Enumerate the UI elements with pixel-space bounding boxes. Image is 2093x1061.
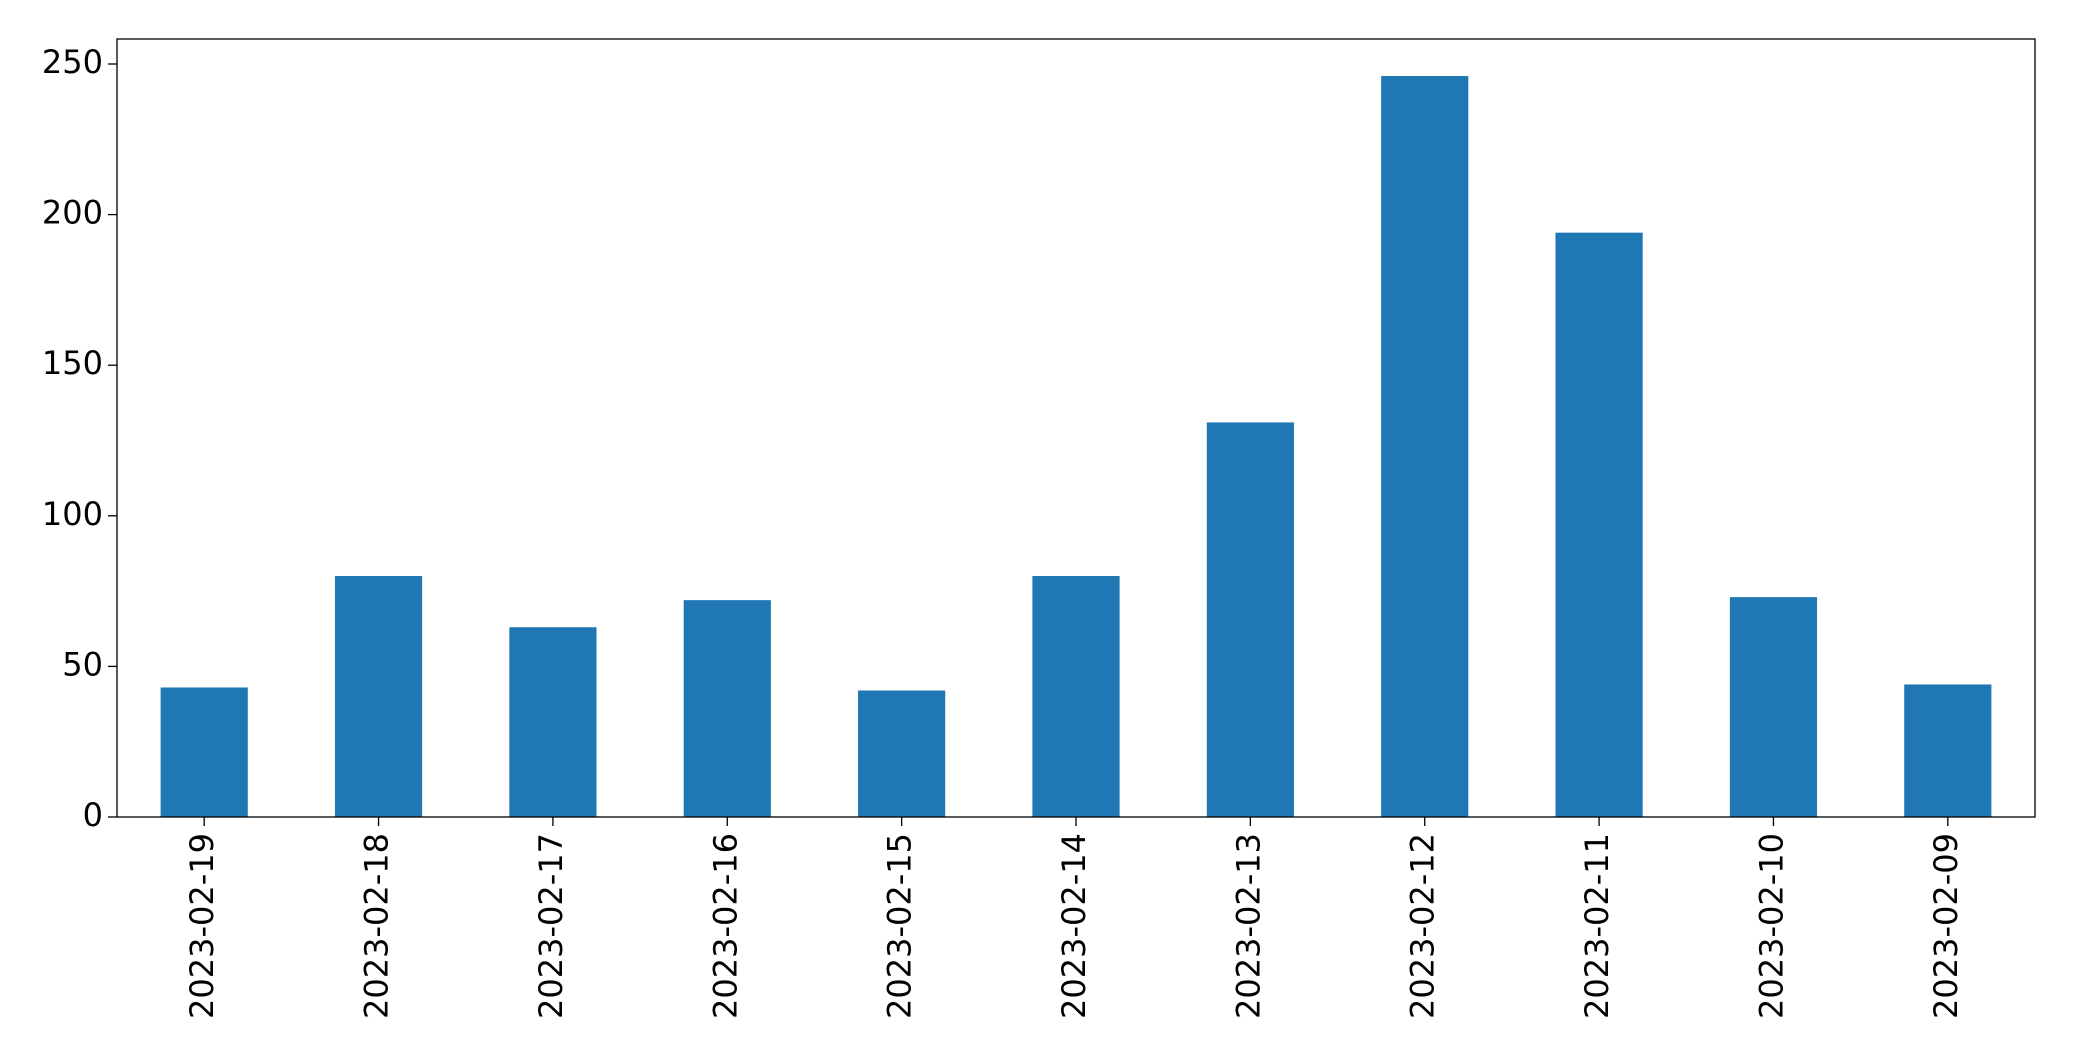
bar (1729, 597, 1818, 817)
y-tick-label: 150 (42, 344, 103, 382)
x-tick-label: 2023-02-15 (881, 833, 919, 1019)
x-tick-label: 2023-02-10 (1752, 833, 1790, 1019)
bar (509, 627, 597, 817)
bar (1381, 76, 1469, 818)
x-tick-label: 2023-02-14 (1055, 833, 1093, 1019)
x-tick-label: 2023-02-11 (1578, 833, 1616, 1019)
bar (1032, 576, 1120, 817)
y-tick-label: 100 (42, 495, 103, 533)
y-tick-label: 50 (62, 645, 103, 683)
x-tick-label: 2023-02-09 (1927, 833, 1965, 1019)
bar (1206, 422, 1294, 817)
bar (160, 687, 248, 817)
x-tick-label: 2023-02-16 (706, 833, 744, 1019)
x-tick-label: 2023-02-17 (532, 833, 570, 1019)
y-tick-label: 250 (42, 43, 103, 81)
plot-frame (116, 38, 2036, 818)
y-tick-label: 200 (42, 194, 103, 232)
x-tick-label: 2023-02-13 (1229, 833, 1267, 1019)
bar (858, 690, 946, 817)
x-tick-label: 2023-02-18 (358, 833, 396, 1019)
x-tick-label: 2023-02-12 (1404, 833, 1442, 1019)
bar (1555, 232, 1643, 817)
bar (334, 576, 423, 817)
x-tick-label: 2023-02-19 (183, 833, 221, 1019)
bar (1904, 684, 1992, 817)
y-tick-label: 0 (83, 796, 103, 834)
bar (683, 600, 771, 817)
